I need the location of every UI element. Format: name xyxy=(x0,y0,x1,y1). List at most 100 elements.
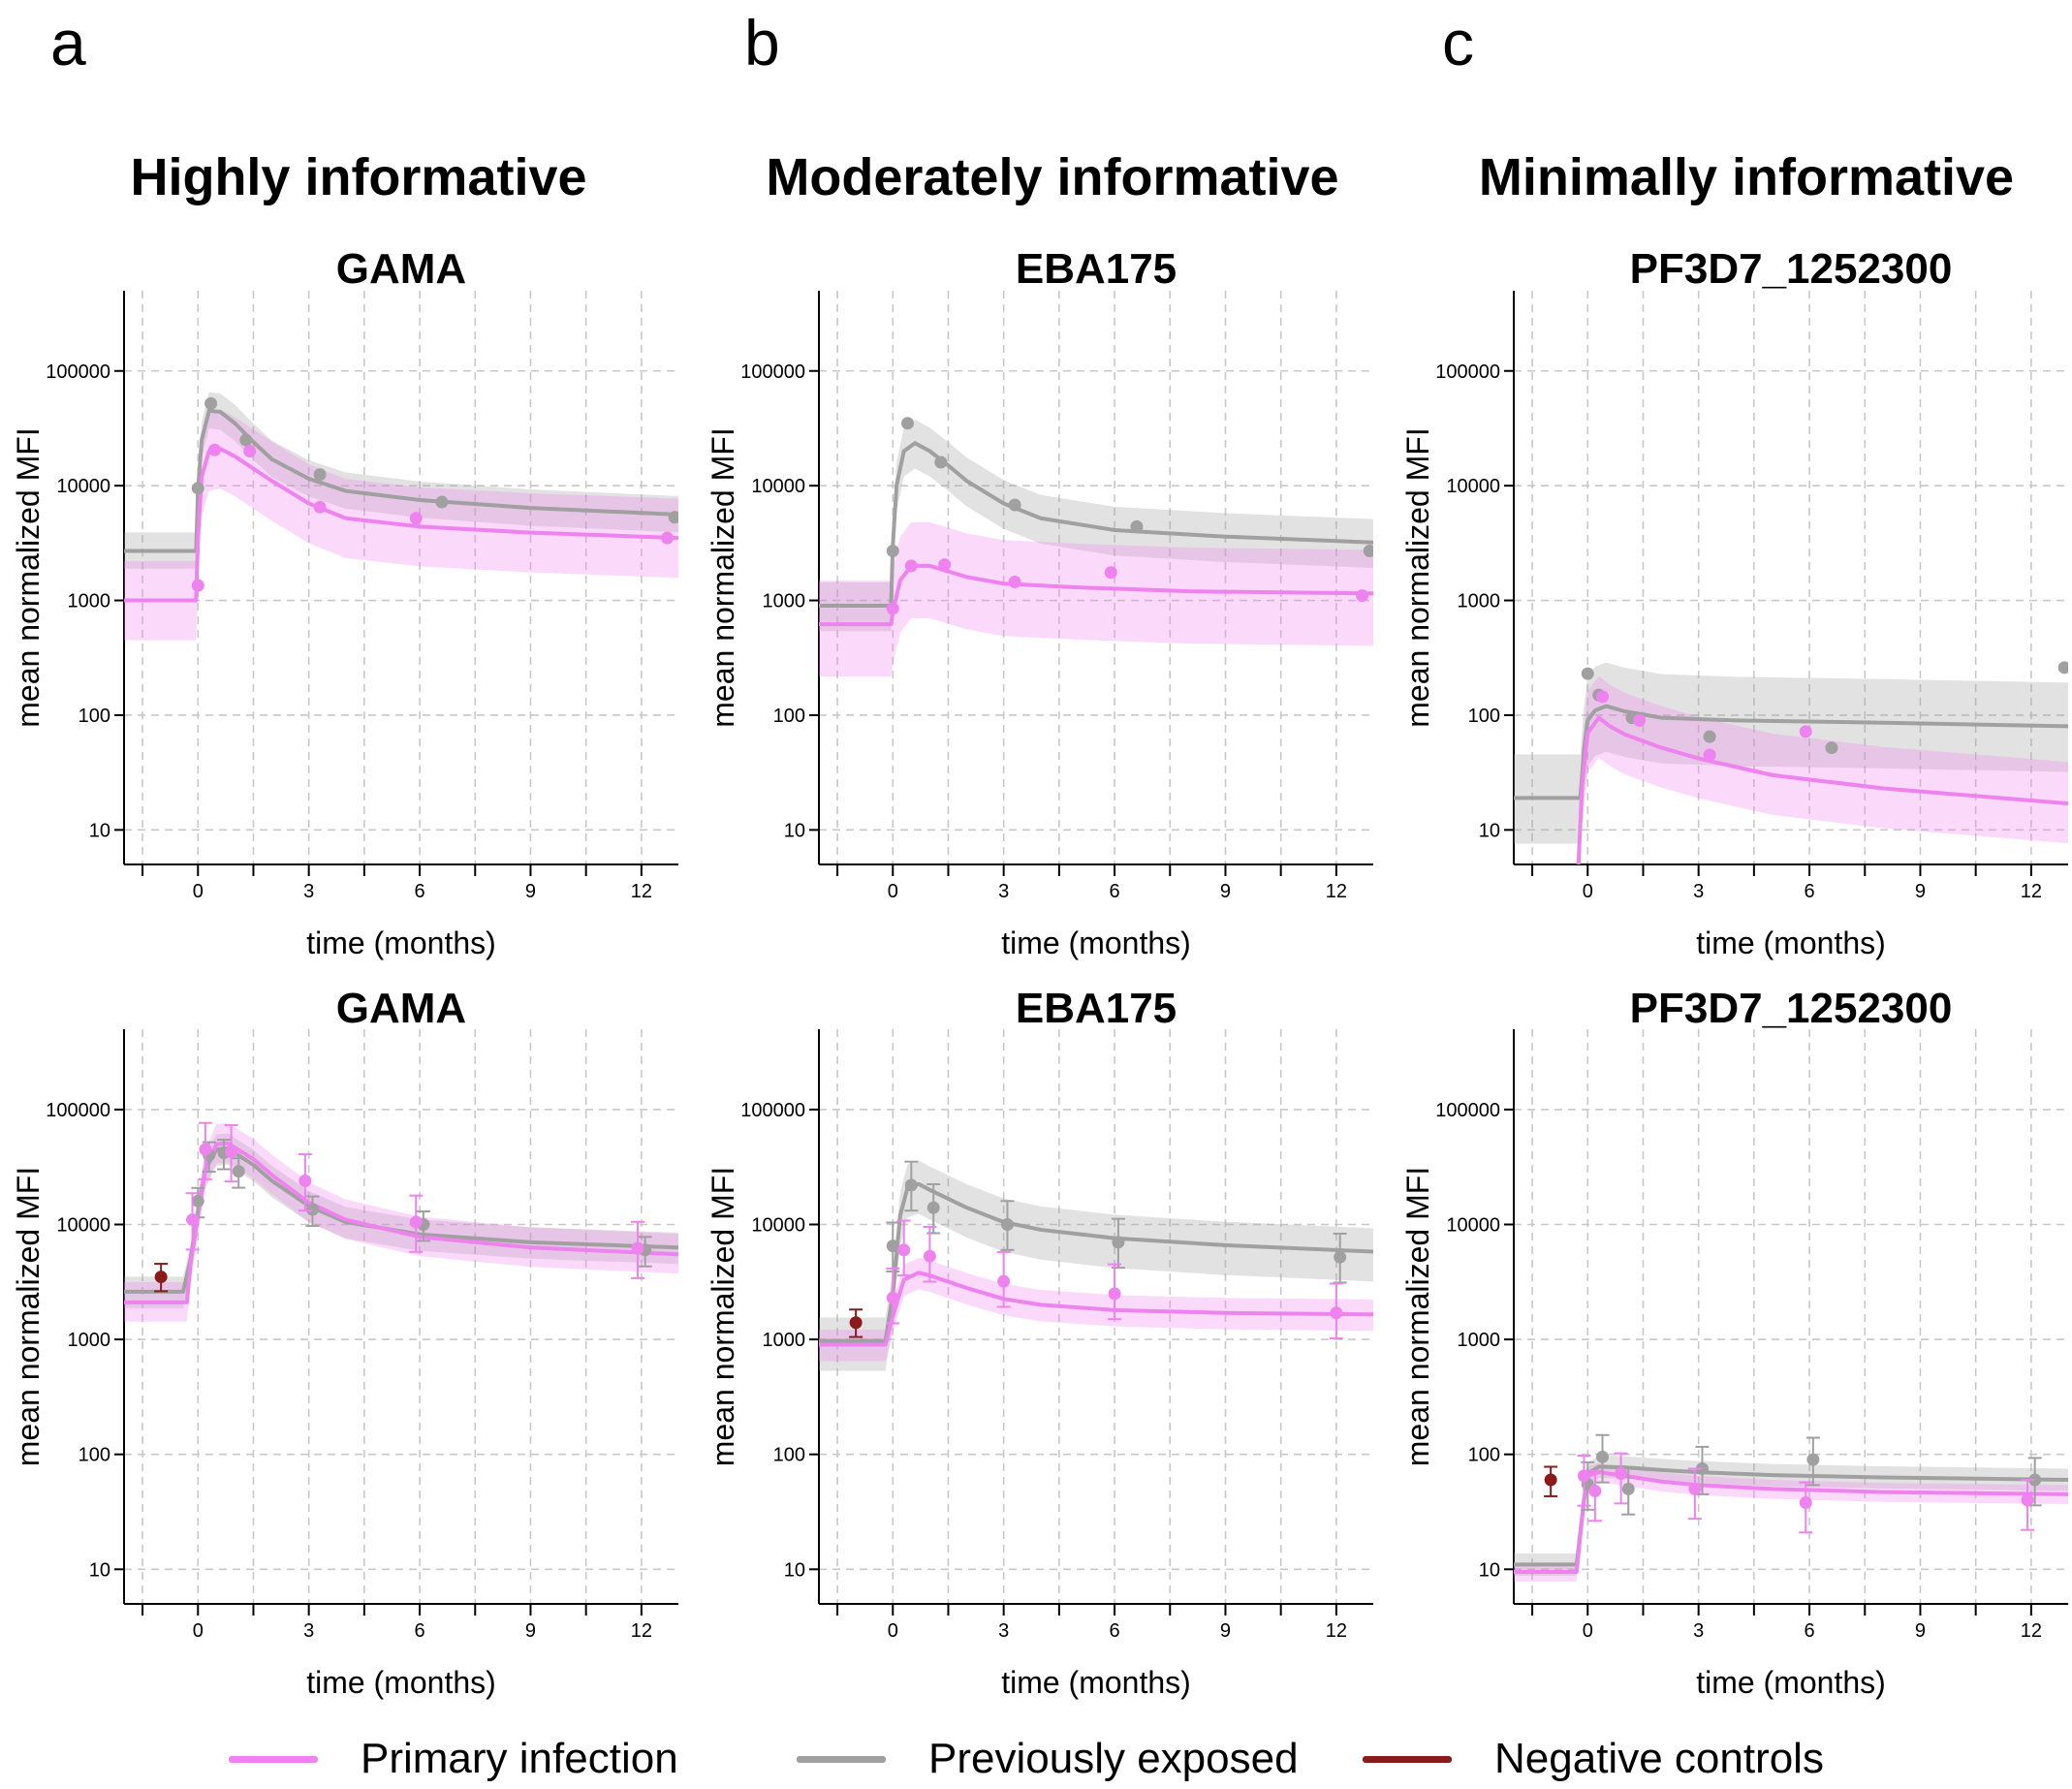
y-tick-label: 100000 xyxy=(1435,1100,1500,1121)
panel-title: PF3D7_1252300 xyxy=(1630,245,1953,293)
x-tick-label: 6 xyxy=(1110,1620,1120,1642)
point-previous xyxy=(191,1194,204,1208)
grid xyxy=(124,1029,678,1604)
point-previous xyxy=(1695,1462,1709,1476)
point-primary xyxy=(886,602,899,615)
legend-swatch-previous xyxy=(797,1755,886,1763)
x-tick-label: 12 xyxy=(1326,1620,1347,1642)
point-primary xyxy=(186,1213,200,1227)
point-primary xyxy=(199,1143,212,1156)
data-layer xyxy=(124,392,678,641)
x-tick-label: 9 xyxy=(525,1620,536,1642)
data-layer xyxy=(124,1121,678,1322)
column-title-minimally: Minimally informative xyxy=(1478,148,2015,206)
y-tick-label: 10 xyxy=(1479,820,1500,841)
legend-label-previous: Previously exposed xyxy=(928,1735,1299,1782)
x-tick-label: 6 xyxy=(1110,881,1120,902)
x-tick-label: 0 xyxy=(1583,1620,1593,1642)
data-layer xyxy=(1514,661,2068,864)
point-previous xyxy=(1806,1453,1820,1466)
x-tick-label: 12 xyxy=(2021,1620,2042,1642)
point-previous xyxy=(1334,1250,1347,1264)
y-tick-label: 100 xyxy=(78,706,110,727)
grid xyxy=(1514,291,2068,864)
y-tick-label: 100 xyxy=(1468,1445,1500,1466)
point-primary xyxy=(243,445,257,458)
x-tick-label: 3 xyxy=(1693,881,1704,902)
y-axis-label: mean normalized MFI xyxy=(11,1167,46,1466)
y-tick-label: 10 xyxy=(784,820,805,841)
line-primary xyxy=(819,563,1373,627)
panel-title: GAMA xyxy=(336,245,466,293)
band-previous xyxy=(124,1133,678,1308)
x-axis-label: time (months) xyxy=(1696,926,1886,960)
point-primary xyxy=(409,1215,423,1229)
point-primary xyxy=(191,579,204,592)
y-tick-label: 10000 xyxy=(1446,476,1500,497)
point-primary xyxy=(1799,725,1812,738)
point-previous xyxy=(2057,661,2068,675)
point-primary xyxy=(313,500,327,514)
point-previous xyxy=(305,1203,319,1216)
point-primary xyxy=(904,559,918,573)
point-primary xyxy=(1577,1469,1590,1483)
x-axis-label: time (months) xyxy=(1001,926,1191,960)
panel-title: PF3D7_1252300 xyxy=(1630,985,1953,1032)
data-layer xyxy=(819,1160,1373,1371)
point-previous xyxy=(239,433,253,447)
x-tick-label: 3 xyxy=(998,1620,1009,1642)
point-previous xyxy=(1363,544,1373,557)
point-previous xyxy=(934,455,948,469)
point-previous xyxy=(1000,1217,1014,1231)
x-axis-label: time (months) xyxy=(1001,1665,1191,1700)
grid xyxy=(819,1029,1373,1604)
y-tick-label: 10 xyxy=(89,820,110,841)
x-tick-label: 12 xyxy=(631,881,652,902)
panel-1: GAMA 10 100 1000 10000 100000 0 3 6 9 12 time (mont… xyxy=(11,245,678,960)
x-tick-label: 0 xyxy=(193,881,204,902)
point-primary xyxy=(1615,1467,1628,1481)
grid xyxy=(819,291,1373,864)
point-primary xyxy=(938,558,952,572)
x-tick-label: 12 xyxy=(631,1620,652,1642)
point-primary xyxy=(207,443,221,456)
point-previous xyxy=(886,544,899,557)
x-tick-label: 0 xyxy=(1583,881,1593,902)
y-tick-label: 100 xyxy=(78,1445,110,1466)
line-primary xyxy=(124,1141,678,1304)
point-primary xyxy=(1104,566,1117,580)
point-primary xyxy=(997,1274,1011,1288)
grid xyxy=(124,291,678,864)
point-previous xyxy=(435,495,449,509)
point-primary xyxy=(1330,1306,1343,1320)
y-tick-label: 100000 xyxy=(46,1100,110,1121)
data-layer xyxy=(1514,1433,2068,1583)
point-previous xyxy=(668,511,678,524)
y-tick-label: 1000 xyxy=(763,591,806,612)
panel-2: EBA175 10 100 1000 10000 100000 0 3 6 9 12 time (mo… xyxy=(706,245,1373,960)
y-tick-label: 100000 xyxy=(740,1100,805,1121)
panel-title: EBA175 xyxy=(1016,245,1177,293)
point-previous xyxy=(1703,730,1716,743)
point-primary xyxy=(631,1241,644,1255)
point-primary xyxy=(1596,690,1610,704)
y-tick-label: 100 xyxy=(1468,706,1500,727)
point-previous xyxy=(886,1240,899,1253)
panel-5: EBA175 10 100 1000 10000 100000 0 3 6 9 12 time (mo… xyxy=(706,985,1373,1700)
band-primary xyxy=(1578,675,2068,864)
y-tick-label: 10000 xyxy=(1446,1214,1500,1236)
x-tick-label: 9 xyxy=(1220,881,1231,902)
panel-letter-a: a xyxy=(50,7,86,78)
panel-4: GAMA 10 100 1000 10000 100000 0 3 6 9 12 time (mont… xyxy=(11,985,678,1700)
point-primary xyxy=(298,1174,312,1187)
point-primary xyxy=(225,1145,238,1158)
x-tick-label: 3 xyxy=(303,881,314,902)
point-negative xyxy=(1544,1473,1557,1487)
x-tick-label: 12 xyxy=(1326,881,1347,902)
point-previous xyxy=(1825,741,1838,755)
point-primary xyxy=(1703,748,1716,762)
panel-title: EBA175 xyxy=(1016,985,1177,1032)
x-tick-label: 6 xyxy=(1805,881,1815,902)
y-axis-label: mean normalized MFI xyxy=(1400,1167,1435,1466)
